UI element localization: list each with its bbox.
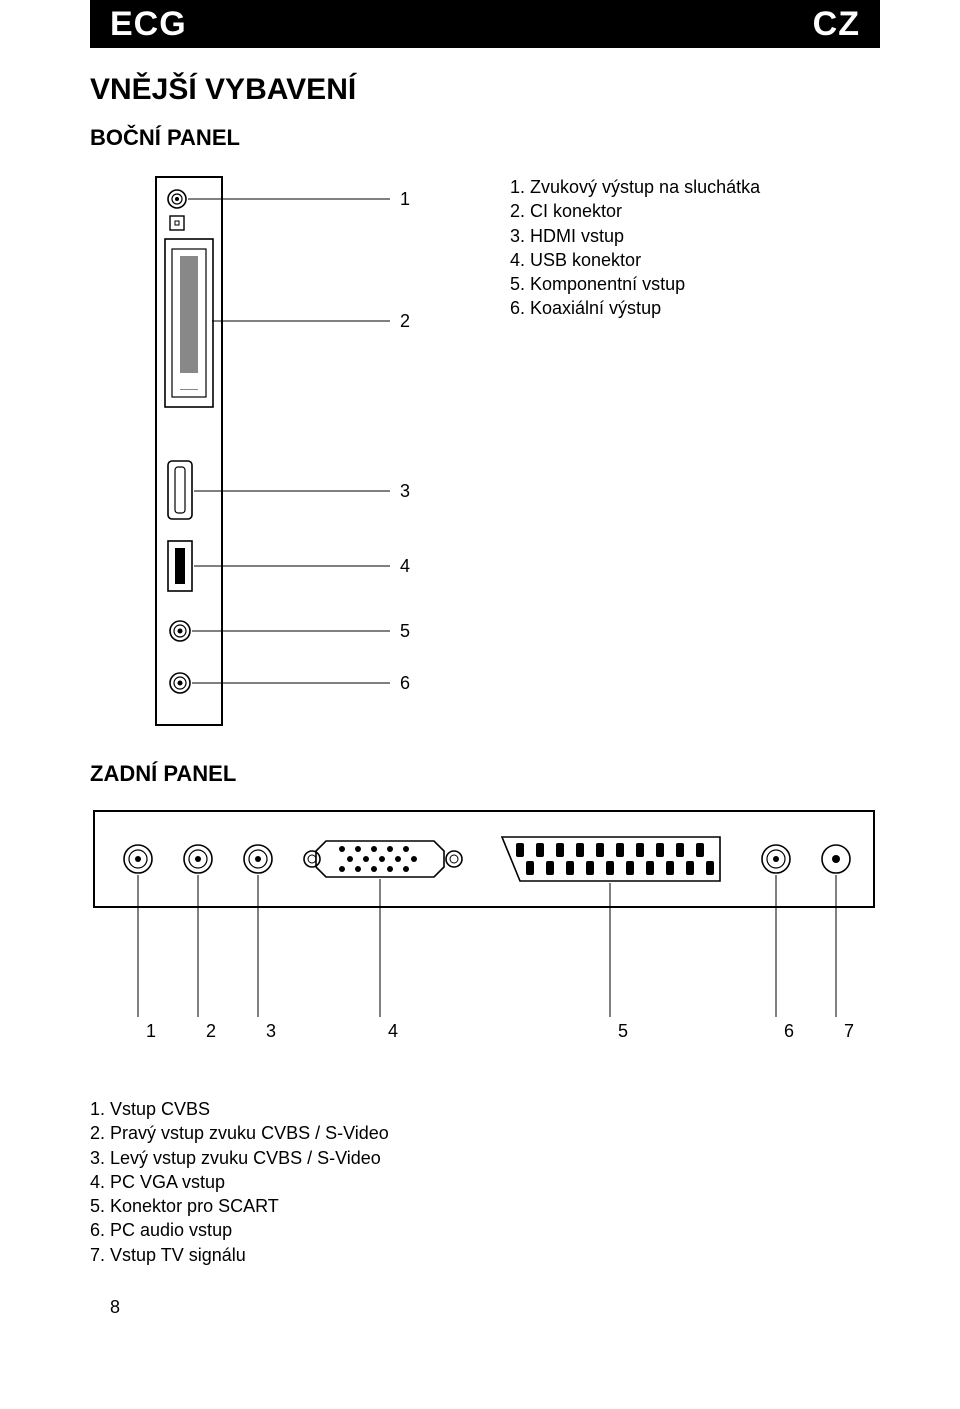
rear-callout-2: 2 — [206, 1021, 216, 1041]
side-list-item: 4. USB konektor — [510, 248, 760, 272]
side-callout-5: 5 — [400, 621, 410, 641]
main-title: VNĚJŠÍ VYBAVENÍ — [90, 73, 880, 107]
side-list-item: 1. Zvukový výstup na sluchátka — [510, 175, 760, 199]
brand-label: ECG — [110, 5, 187, 44]
rear-panel-list: 1. Vstup CVBS 2. Pravý vstup zvuku CVBS … — [90, 1097, 880, 1267]
rear-callout-3: 3 — [266, 1021, 276, 1041]
rear-list-item: 7. Vstup TV signálu — [90, 1243, 880, 1267]
rear-callout-7: 7 — [844, 1021, 854, 1041]
page-number: 8 — [110, 1297, 880, 1318]
side-panel-list: 1. Zvukový výstup na sluchátka 2. CI kon… — [510, 175, 760, 321]
rear-list-item: 3. Levý vstup zvuku CVBS / S-Video — [90, 1146, 880, 1170]
header-bar: ECG CZ — [90, 0, 880, 48]
rear-panel-diagram: 1 2 3 4 5 6 7 — [90, 807, 880, 1077]
rear-list-item: 1. Vstup CVBS — [90, 1097, 880, 1121]
side-list-item: 6. Koaxiální výstup — [510, 296, 760, 320]
side-list-item: 3. HDMI vstup — [510, 224, 760, 248]
side-callout-2: 2 — [400, 311, 410, 331]
side-list-item: 2. CI konektor — [510, 199, 760, 223]
rear-list-item: 5. Konektor pro SCART — [90, 1194, 880, 1218]
page: ECG CZ VNĚJŠÍ VYBAVENÍ BOČNÍ PANEL — [0, 0, 960, 1358]
rear-callout-1: 1 — [146, 1021, 156, 1041]
side-panel-block: 1 2 3 4 5 6 1. Zvukový výstup na sluchát… — [90, 171, 880, 731]
side-callout-3: 3 — [400, 481, 410, 501]
rear-list-item: 2. Pravý vstup zvuku CVBS / S-Video — [90, 1121, 880, 1145]
side-panel-svg: 1 2 3 4 5 6 — [150, 171, 430, 731]
side-callout-6: 6 — [400, 673, 410, 693]
region-label: CZ — [813, 5, 860, 44]
rear-callout-6: 6 — [784, 1021, 794, 1041]
side-callout-4: 4 — [400, 556, 410, 576]
side-panel-title: BOČNÍ PANEL — [90, 125, 880, 151]
side-list-item: 5. Komponentní vstup — [510, 272, 760, 296]
rear-callout-4: 4 — [388, 1021, 398, 1041]
rear-panel-svg: 1 2 3 4 5 6 7 — [90, 807, 880, 1077]
rear-list-item: 4. PC VGA vstup — [90, 1170, 880, 1194]
side-callout-1: 1 — [400, 189, 410, 209]
rear-list-item: 6. PC audio vstup — [90, 1218, 880, 1242]
side-panel-diagram: 1 2 3 4 5 6 — [150, 171, 430, 731]
rear-panel-title: ZADNÍ PANEL — [90, 761, 880, 787]
rear-callout-5: 5 — [618, 1021, 628, 1041]
